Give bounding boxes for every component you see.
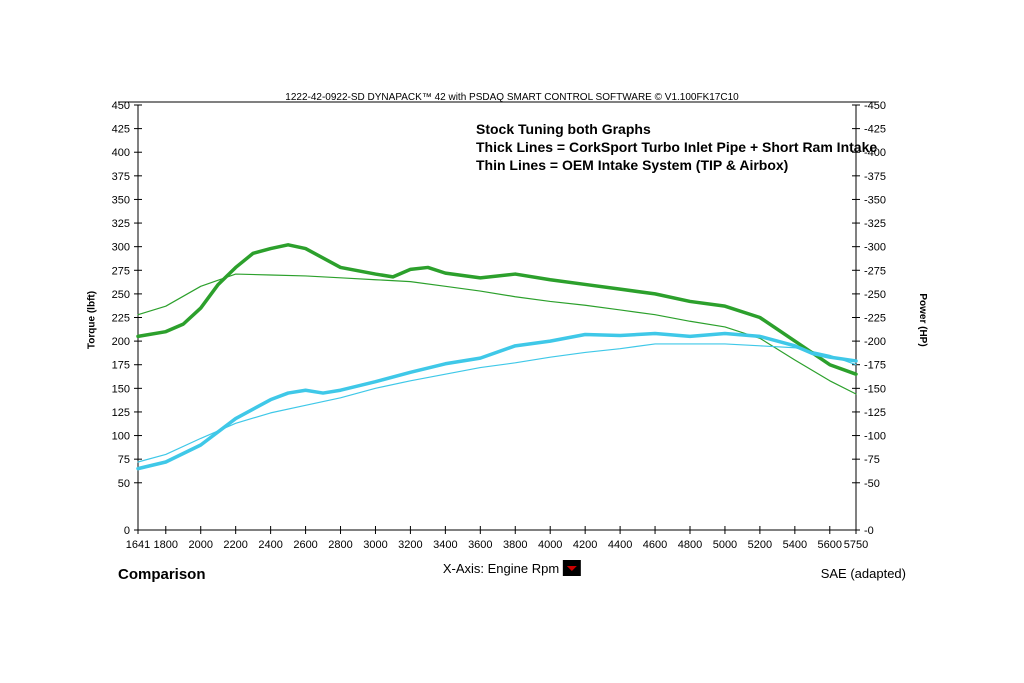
svg-text:175: 175 <box>112 360 130 372</box>
svg-text:4000: 4000 <box>538 539 562 551</box>
svg-text:300: 300 <box>112 242 130 254</box>
dropdown-icon[interactable] <box>563 560 581 576</box>
svg-text:225: 225 <box>112 313 130 325</box>
svg-text:4200: 4200 <box>573 539 597 551</box>
svg-text:50: 50 <box>118 478 130 490</box>
svg-text:4800: 4800 <box>678 539 702 551</box>
svg-text:3600: 3600 <box>468 539 492 551</box>
svg-text:4600: 4600 <box>643 539 667 551</box>
svg-text:425: 425 <box>112 124 130 136</box>
svg-text:-300: -300 <box>864 242 886 254</box>
sae-label: SAE (adapted) <box>821 566 906 581</box>
svg-text:-200: -200 <box>864 336 886 348</box>
svg-text:5000: 5000 <box>713 539 737 551</box>
svg-text:-250: -250 <box>864 289 886 301</box>
svg-text:-0: -0 <box>864 525 874 537</box>
svg-text:4400: 4400 <box>608 539 632 551</box>
svg-text:2400: 2400 <box>258 539 282 551</box>
svg-text:2600: 2600 <box>293 539 317 551</box>
svg-text:1800: 1800 <box>154 539 178 551</box>
svg-text:5600: 5600 <box>818 539 842 551</box>
svg-text:3200: 3200 <box>398 539 422 551</box>
svg-text:2800: 2800 <box>328 539 352 551</box>
svg-text:400: 400 <box>112 147 130 159</box>
svg-text:100: 100 <box>112 431 130 443</box>
svg-text:5750: 5750 <box>844 539 868 551</box>
annotation-line-3: Thin Lines = OEM Intake System (TIP & Ai… <box>476 156 877 174</box>
svg-text:0: 0 <box>124 525 130 537</box>
svg-text:-350: -350 <box>864 194 886 206</box>
y-right-axis-label: Power (HP) <box>917 293 928 346</box>
svg-text:200: 200 <box>112 336 130 348</box>
svg-text:-125: -125 <box>864 407 886 419</box>
svg-text:1641: 1641 <box>126 539 150 551</box>
svg-text:2000: 2000 <box>188 539 212 551</box>
svg-text:150: 150 <box>112 383 130 395</box>
svg-text:375: 375 <box>112 171 130 183</box>
svg-text:-450: -450 <box>864 100 886 112</box>
dyno-chart: 1222-42-0922-SD DYNAPACK™ 42 with PSDAQ … <box>0 0 1024 683</box>
svg-text:-225: -225 <box>864 313 886 325</box>
y-left-axis-label: Torque (lbft) <box>87 291 98 349</box>
comparison-label: Comparison <box>118 566 206 583</box>
svg-text:5200: 5200 <box>748 539 772 551</box>
annotation-line-2: Thick Lines = CorkSport Turbo Inlet Pipe… <box>476 138 877 156</box>
svg-text:275: 275 <box>112 265 130 277</box>
x-axis-label-container: X-Axis: Engine Rpm <box>443 560 581 576</box>
svg-text:2200: 2200 <box>223 539 247 551</box>
svg-text:125: 125 <box>112 407 130 419</box>
svg-text:5400: 5400 <box>783 539 807 551</box>
svg-text:325: 325 <box>112 218 130 230</box>
chart-annotation: Stock Tuning both Graphs Thick Lines = C… <box>476 120 877 175</box>
svg-text:-325: -325 <box>864 218 886 230</box>
annotation-line-1: Stock Tuning both Graphs <box>476 120 877 138</box>
svg-text:-100: -100 <box>864 431 886 443</box>
svg-text:75: 75 <box>118 454 130 466</box>
svg-text:250: 250 <box>112 289 130 301</box>
svg-text:-50: -50 <box>864 478 880 490</box>
svg-text:-175: -175 <box>864 360 886 372</box>
svg-text:3400: 3400 <box>433 539 457 551</box>
x-axis-label: X-Axis: Engine Rpm <box>443 561 559 576</box>
svg-text:-275: -275 <box>864 265 886 277</box>
svg-text:-75: -75 <box>864 454 880 466</box>
svg-text:-150: -150 <box>864 383 886 395</box>
svg-text:450: 450 <box>112 100 130 112</box>
svg-text:3000: 3000 <box>363 539 387 551</box>
svg-text:350: 350 <box>112 194 130 206</box>
svg-text:3800: 3800 <box>503 539 527 551</box>
